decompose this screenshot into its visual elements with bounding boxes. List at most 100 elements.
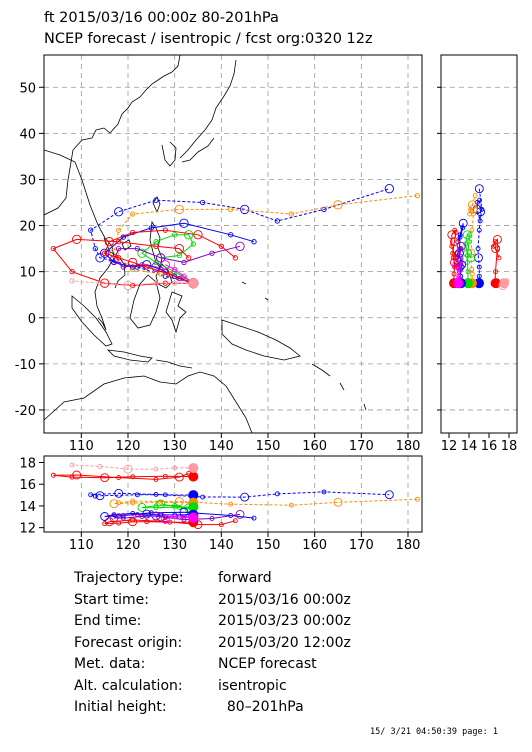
info-row-alt-calculation: Alt. calculation: isentropic [74,676,351,698]
map-trajectories [50,184,420,291]
trajectory-marker [137,248,147,258]
trajectory-line [113,195,418,284]
side-trajectory-marker [474,200,480,205]
trajectory-marker [232,255,238,261]
bottom-trajectory-marker [116,500,122,506]
side-trajectory-marker [493,234,502,244]
trajectory-marker [172,280,178,286]
info-row-forecast-origin: Forecast origin: 2015/03/20 12:00z [74,633,351,655]
bottom-trajectory-marker [130,517,136,523]
trajectory-marker [123,280,133,291]
bottom-trajectory-marker [153,491,159,497]
info-value: forward [218,570,272,586]
side-trajectory-marker [458,218,468,228]
trajectory-marker [181,259,187,266]
bottom-trajectory-marker [162,492,168,498]
trajectory-marker [218,243,224,249]
side-trajectory-marker [467,200,477,210]
trajectory-marker [100,248,110,258]
info-value: 2015/03/16 00:00z [218,591,351,608]
info-value: 80–201hPa [218,699,304,715]
trajectory-marker [193,230,203,240]
height-tick-label: 16 [19,478,36,493]
trajectory-marker [167,271,173,277]
bottom-trajectory-marker [137,503,147,512]
bottom-trajectory-marker [172,514,178,519]
lon-tick-label: 160 [302,538,327,553]
bottom-trajectory-marker [153,476,159,482]
coastlines [44,55,367,433]
bottom-trajectory-marker [109,499,119,509]
side-panel: 12 14 16 18 [437,54,518,454]
bottom-trajectory-marker [162,514,168,520]
lon-tick-label: 110 [69,538,94,553]
trajectory-marker [321,206,327,213]
side-ticks: 12 14 16 18 [437,86,517,454]
side-trajectory-marker [472,193,478,199]
trajectory-marker [209,250,215,256]
side-trajectory-marker [465,269,471,275]
side-trajectory-marker [451,271,457,277]
side-start-marker [499,278,509,289]
bottom-trajectory-marker [134,512,140,517]
side-start-marker [453,278,463,289]
info-row-end-time: End time: 2015/03/23 00:00z [74,611,351,633]
lat-tick-label: 40 [19,127,36,142]
side-trajectory-marker [479,206,485,212]
bottom-trajectory-marker [114,488,124,498]
bottom-trajectory-marker [69,462,75,468]
bottom-trajectory-line [53,473,194,480]
lon-tick-label: 170 [349,439,374,454]
trajectory-marker [181,273,187,279]
bottom-trajectory-marker [172,504,178,510]
height-tick-label: 14 [461,439,478,454]
bottom-trajectory-marker [240,492,250,502]
trajectory-marker [333,200,343,210]
bottom-trajectory-marker [181,514,187,520]
trajectory-marker [88,227,94,233]
info-key: Alt. calculation: [74,677,183,694]
lon-tick-label: 130 [162,538,187,553]
trajectory-marker [69,278,75,284]
bottom-trajectory-marker [228,501,234,507]
trajectory-marker [128,257,138,268]
bottom-trajectory-marker [232,518,238,524]
side-trajectory-marker [493,269,498,275]
trajectory-line [52,238,194,287]
side-trajectory-marker [467,211,473,217]
bottom-trajectory-marker [179,507,189,517]
trajectory-marker [228,206,234,213]
bottom-trajectory-line [90,491,390,498]
lon-tick-label: 150 [256,439,281,454]
bottom-start-marker [188,512,199,523]
side-trajectory-marker [452,260,462,270]
bottom-start-marker [188,462,199,473]
trajectory-start-marker [188,278,199,289]
lat-tick-label: 0 [28,312,36,327]
side-trajectory-marker [491,244,501,254]
info-key: End time: [74,613,142,629]
trajectory-marker [148,225,154,231]
info-value: isentropic [218,677,287,694]
lon-tick-label: 140 [209,439,234,454]
bottom-trajectory-marker [172,503,178,508]
bottom-trajectories [50,462,420,530]
height-tick-label: 18 [19,457,36,472]
height-tick-label: 12 [441,439,458,454]
bottom-trajectory-marker [153,466,159,472]
side-trajectory-marker [496,255,502,261]
bottom-trajectory-marker [218,522,224,528]
lon-tick-label: 120 [116,439,141,454]
info-key: Initial height: [74,699,167,715]
side-trajectory-marker [468,204,478,214]
info-value: 2015/03/23 00:00z [218,613,351,629]
side-trajectory-marker [447,230,457,240]
map-ticks: 110 120 130 140 150 160 170 180 50 40 30 20 10 0 -10 -2… [15,81,421,454]
bottom-trajectory-marker [88,492,94,498]
lat-tick-label: 20 [19,220,36,235]
bottom-trajectory-marker [156,512,166,522]
bottom-trajectory-line [71,464,194,470]
trajectory-marker [172,266,178,273]
bottom-trajectory-marker [288,502,294,508]
bottom-trajectory-marker [100,473,110,483]
